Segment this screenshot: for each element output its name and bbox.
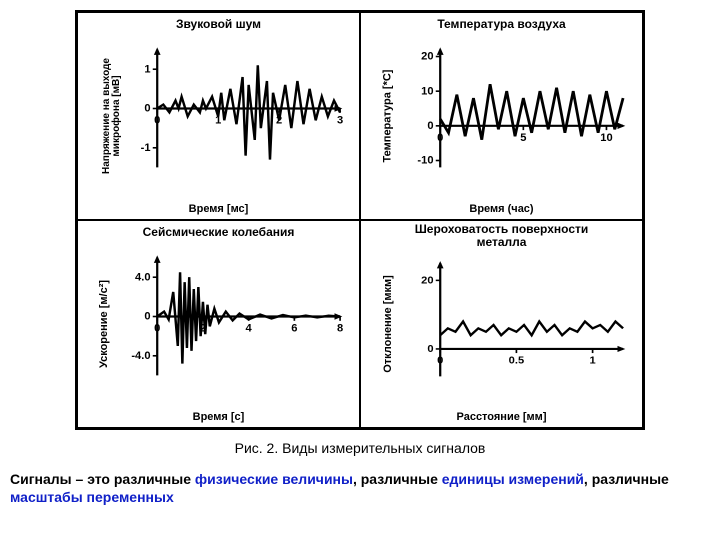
svg-text:3: 3 xyxy=(337,115,343,127)
surface-xlabel: Расстояние [мм] xyxy=(361,411,642,423)
seismic-plot: -4.004.002468 xyxy=(126,249,349,399)
panel-sound: Звуковой шум Напряжение на выходе микроф… xyxy=(77,12,360,220)
svg-text:1: 1 xyxy=(590,355,596,367)
description-text: Сигналы – это различные физические велич… xyxy=(10,470,710,506)
temp-title: Температура воздуха xyxy=(361,17,642,31)
seismic-title: Сейсмические колебания xyxy=(78,225,359,239)
panel-temp: Температура воздуха Температура [*С] -10… xyxy=(360,12,643,220)
svg-text:0: 0 xyxy=(437,355,443,367)
temp-plot: -10 0 10 20 0 5 10 xyxy=(409,41,632,191)
svg-text:0.5: 0.5 xyxy=(509,355,525,367)
figure-container: Звуковой шум Напряжение на выходе микроф… xyxy=(75,10,645,430)
svg-text:0: 0 xyxy=(144,103,150,115)
svg-text:4: 4 xyxy=(246,323,253,335)
svg-text:20: 20 xyxy=(421,51,433,63)
svg-text:5: 5 xyxy=(520,132,526,144)
figure-caption: Рис. 2. Виды измерительных сигналов xyxy=(10,440,710,456)
svg-text:0: 0 xyxy=(427,120,433,132)
svg-text:6: 6 xyxy=(291,323,297,335)
chart-grid: Звуковой шум Напряжение на выходе микроф… xyxy=(77,12,643,428)
svg-text:0: 0 xyxy=(427,343,433,355)
surface-title: Шероховатость поверхности металла xyxy=(361,223,642,249)
svg-text:10: 10 xyxy=(600,132,612,144)
svg-text:8: 8 xyxy=(337,323,343,335)
sound-xlabel: Время [мс] xyxy=(78,203,359,215)
svg-text:10: 10 xyxy=(421,86,433,98)
sound-title: Звуковой шум xyxy=(78,17,359,31)
surface-plot: 0 20 0 0.5 1 xyxy=(409,255,632,399)
svg-text:20: 20 xyxy=(421,275,433,287)
svg-text:4.0: 4.0 xyxy=(135,272,150,284)
svg-text:0: 0 xyxy=(437,132,443,144)
svg-text:1: 1 xyxy=(144,64,150,76)
surface-ylabel: Отклонение [мкм] xyxy=(382,275,394,373)
svg-text:0: 0 xyxy=(154,323,160,335)
svg-text:-10: -10 xyxy=(417,155,433,167)
sound-ylabel: Напряжение на выходе микрофона [мВ] xyxy=(102,58,122,174)
svg-text:-1: -1 xyxy=(141,142,151,154)
svg-text:-4.0: -4.0 xyxy=(131,350,150,362)
svg-text:0: 0 xyxy=(154,115,160,127)
panel-surface: Шероховатость поверхности металла Отклон… xyxy=(360,220,643,428)
seismic-ylabel: Ускорение [м/с²] xyxy=(98,280,110,368)
sound-plot: -1010123 xyxy=(126,41,349,191)
temp-ylabel: Температура [*С] xyxy=(381,70,393,163)
panel-seismic: Сейсмические колебания Ускорение [м/с²] … xyxy=(77,220,360,428)
temp-xlabel: Время (час) xyxy=(361,203,642,215)
svg-text:0: 0 xyxy=(144,311,150,323)
seismic-xlabel: Время [с] xyxy=(78,411,359,423)
